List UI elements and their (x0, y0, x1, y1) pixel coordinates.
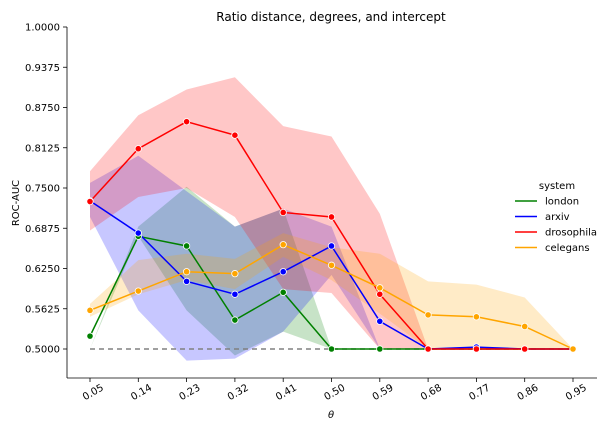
point-celegans (521, 322, 529, 331)
x-tick-label: 0.23 (178, 382, 203, 403)
band-celegans (90, 233, 573, 349)
legend-label-drosophila: drosophila (545, 228, 597, 239)
point-drosophila (231, 131, 239, 139)
x-tick-label: 0.77 (467, 382, 492, 403)
point-london (231, 316, 239, 324)
point-arxiv (327, 242, 336, 250)
confidence-bands (90, 77, 573, 361)
point-celegans (279, 241, 287, 249)
x-tick-label: 0.41 (274, 382, 299, 403)
point-drosophila (134, 145, 142, 153)
x-tick-label: 0.86 (516, 382, 541, 403)
point-drosophila (424, 345, 432, 353)
point-drosophila (472, 345, 480, 353)
point-drosophila (521, 345, 529, 353)
x-axis-label: θ (328, 410, 334, 421)
point-celegans (569, 345, 577, 353)
x-tick-label: 0.50 (322, 382, 347, 403)
y-tick-label: 0.5625 (25, 304, 60, 315)
point-celegans (424, 311, 432, 319)
band-london (90, 186, 573, 356)
x-tick-label: 0.68 (419, 382, 444, 403)
legend-label-arxiv: arxiv (545, 212, 570, 223)
point-london (279, 288, 287, 296)
point-celegans (472, 313, 480, 321)
point-arxiv (134, 229, 142, 237)
point-celegans (183, 268, 191, 276)
point-arxiv (376, 317, 384, 325)
point-drosophila (279, 208, 287, 217)
point-arxiv (279, 268, 287, 276)
y-tick-label: 0.5000 (25, 345, 60, 356)
y-axis-label: ROC-AUC (11, 180, 22, 226)
point-london (327, 345, 336, 353)
point-london (376, 345, 384, 353)
point-celegans (231, 270, 239, 278)
y-tick-label: 1.0000 (25, 23, 60, 34)
x-tick-label: 0.05 (81, 382, 106, 403)
x-tick-label: 0.59 (371, 382, 396, 403)
point-arxiv (183, 277, 191, 285)
legend: system london arxiv drosophila celegans (515, 181, 597, 254)
y-tick-label: 0.8750 (25, 103, 60, 114)
legend-label-london: london (545, 197, 579, 208)
point-celegans (327, 261, 336, 269)
x-tick-label: 0.32 (226, 382, 251, 403)
point-drosophila (376, 290, 384, 298)
x-tick-label: 0.95 (564, 382, 589, 403)
y-tick-label: 0.6875 (25, 224, 60, 235)
band-drosophila (90, 77, 573, 350)
point-celegans (134, 287, 142, 295)
point-celegans (86, 306, 94, 314)
y-tick-label: 0.9375 (25, 63, 60, 74)
point-arxiv (231, 290, 239, 298)
y-ticks: 0.5000 0.5625 0.6250 0.6875 0.7500 0.8125 0.87… (25, 23, 67, 356)
band-arxiv (90, 155, 573, 361)
x-tick-label: 0.14 (129, 382, 154, 403)
legend-label-celegans: celegans (545, 243, 590, 254)
y-tick-label: 0.6250 (25, 264, 60, 275)
point-drosophila (86, 197, 94, 206)
series-points (86, 118, 577, 353)
legend-title: system (539, 181, 575, 192)
point-drosophila (327, 213, 336, 221)
point-drosophila (183, 118, 191, 126)
point-london (183, 242, 191, 250)
x-ticks: 0.05 0.14 0.23 0.32 0.41 0.50 0.59 0.68 0.77 0.86… (81, 378, 589, 403)
chart-title: Ratio distance, degrees, and intercept (216, 10, 446, 24)
y-tick-label: 0.8125 (25, 143, 60, 154)
y-tick-label: 0.7500 (25, 184, 60, 195)
point-celegans (376, 284, 384, 292)
point-london (86, 332, 94, 340)
